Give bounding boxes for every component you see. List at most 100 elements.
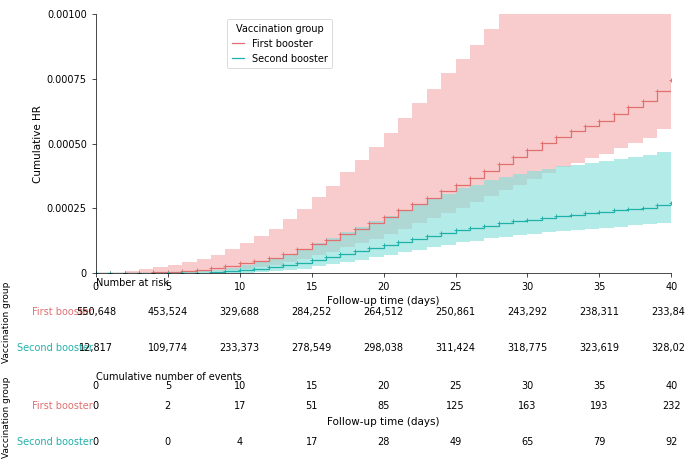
First booster xyxy=(653,88,661,93)
Text: 51: 51 xyxy=(306,401,318,411)
First booster xyxy=(523,147,532,153)
First booster xyxy=(236,260,244,266)
Text: 298,038: 298,038 xyxy=(364,343,403,353)
Text: 329,688: 329,688 xyxy=(220,307,260,317)
Text: 193: 193 xyxy=(590,401,608,411)
First booster xyxy=(351,226,359,231)
First booster xyxy=(121,270,129,276)
Second booster xyxy=(250,266,258,272)
Text: Vaccination group: Vaccination group xyxy=(2,282,12,363)
Second booster xyxy=(322,254,330,260)
Legend: First booster, Second booster: First booster, Second booster xyxy=(227,19,332,68)
Second booster xyxy=(121,270,129,276)
Second booster xyxy=(653,203,661,208)
Text: 2: 2 xyxy=(164,401,171,411)
First booster xyxy=(106,270,114,276)
Text: 243,292: 243,292 xyxy=(508,307,547,317)
Second booster xyxy=(149,270,158,276)
Text: First booster: First booster xyxy=(32,307,93,317)
Second booster xyxy=(408,236,416,242)
Y-axis label: Cumulative HR: Cumulative HR xyxy=(33,105,42,183)
Text: 453,524: 453,524 xyxy=(148,307,188,317)
First booster xyxy=(379,214,388,219)
Text: 109,774: 109,774 xyxy=(148,343,188,353)
First booster xyxy=(408,201,416,207)
Second booster xyxy=(509,219,517,224)
Text: 25: 25 xyxy=(449,381,462,391)
First booster xyxy=(595,118,603,124)
First booster xyxy=(480,168,488,174)
Second booster xyxy=(264,265,273,270)
First booster xyxy=(250,258,258,264)
Second booster xyxy=(279,263,287,268)
Text: 264,512: 264,512 xyxy=(364,307,403,317)
Second booster xyxy=(667,200,675,205)
First booster xyxy=(466,175,474,181)
Second booster xyxy=(178,270,186,276)
Text: 4: 4 xyxy=(237,437,242,447)
Second booster xyxy=(538,215,546,220)
Text: 232: 232 xyxy=(662,401,681,411)
Text: 125: 125 xyxy=(446,401,465,411)
Text: 233,373: 233,373 xyxy=(220,343,260,353)
Text: Cumulative number of events: Cumulative number of events xyxy=(96,372,242,382)
Second booster xyxy=(595,209,603,215)
First booster xyxy=(538,140,546,146)
Text: 40: 40 xyxy=(665,381,677,391)
Second booster xyxy=(379,242,388,248)
First booster xyxy=(566,129,575,134)
Second booster xyxy=(523,217,532,222)
Text: 35: 35 xyxy=(593,381,606,391)
Text: 65: 65 xyxy=(521,437,534,447)
Text: 12,817: 12,817 xyxy=(79,343,113,353)
Text: 15: 15 xyxy=(306,381,318,391)
First booster xyxy=(667,77,675,83)
Text: 250,861: 250,861 xyxy=(436,307,475,317)
Second booster xyxy=(566,212,575,218)
Second booster xyxy=(207,269,215,275)
Second booster xyxy=(92,270,100,276)
First booster xyxy=(624,105,632,110)
Text: 10: 10 xyxy=(234,381,246,391)
Text: 17: 17 xyxy=(306,437,318,447)
Text: 550,648: 550,648 xyxy=(76,307,116,317)
First booster xyxy=(638,98,647,104)
Text: 0: 0 xyxy=(93,381,99,391)
Second booster xyxy=(466,225,474,231)
Text: 0: 0 xyxy=(165,437,171,447)
Second booster xyxy=(394,239,402,244)
Second booster xyxy=(610,208,618,213)
Text: 278,549: 278,549 xyxy=(292,343,332,353)
Text: 30: 30 xyxy=(521,381,534,391)
First booster xyxy=(581,123,589,129)
Text: 328,022: 328,022 xyxy=(651,343,685,353)
First booster xyxy=(509,154,517,160)
First booster xyxy=(308,241,316,247)
Second booster xyxy=(135,270,143,276)
First booster xyxy=(451,182,460,187)
Second booster xyxy=(308,257,316,262)
Text: Follow-up time (days): Follow-up time (days) xyxy=(327,416,440,427)
First booster xyxy=(394,208,402,213)
Text: 20: 20 xyxy=(377,381,390,391)
Text: 17: 17 xyxy=(234,401,246,411)
Text: First booster: First booster xyxy=(32,401,93,411)
Text: 163: 163 xyxy=(519,401,536,411)
Second booster xyxy=(236,268,244,273)
Text: 49: 49 xyxy=(449,437,462,447)
First booster xyxy=(279,251,287,257)
Text: 5: 5 xyxy=(164,381,171,391)
First booster xyxy=(322,236,330,242)
First booster xyxy=(264,255,273,260)
Second booster xyxy=(106,270,114,276)
Second booster xyxy=(351,248,359,254)
Text: 0: 0 xyxy=(93,401,99,411)
Second booster xyxy=(164,270,172,276)
Text: 311,424: 311,424 xyxy=(436,343,475,353)
Text: 318,775: 318,775 xyxy=(508,343,547,353)
Text: 323,619: 323,619 xyxy=(580,343,619,353)
Second booster xyxy=(192,270,201,276)
First booster xyxy=(149,269,158,275)
First booster xyxy=(207,265,215,271)
First booster xyxy=(610,111,618,117)
